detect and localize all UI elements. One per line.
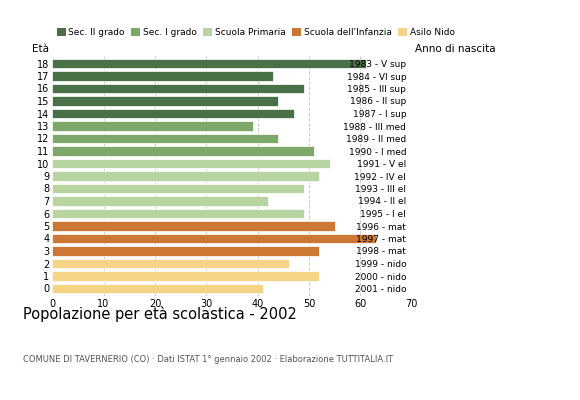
Bar	[52, 159, 329, 168]
Bar	[52, 221, 335, 231]
Bar	[52, 246, 320, 256]
Text: Popolazione per età scolastica - 2002: Popolazione per età scolastica - 2002	[23, 306, 297, 322]
Bar	[52, 234, 376, 243]
Bar	[52, 84, 304, 93]
Bar	[52, 271, 320, 281]
Bar	[52, 284, 263, 293]
Bar	[52, 196, 268, 206]
Text: Anno di nascita: Anno di nascita	[415, 44, 496, 54]
Bar	[52, 171, 320, 181]
Text: Età: Età	[31, 44, 49, 54]
Bar	[52, 134, 278, 143]
Bar	[52, 109, 293, 118]
Bar	[52, 121, 252, 131]
Legend: Sec. II grado, Sec. I grado, Scuola Primaria, Scuola dell'Infanzia, Asilo Nido: Sec. II grado, Sec. I grado, Scuola Prim…	[57, 28, 455, 37]
Bar	[52, 209, 304, 218]
Bar	[52, 59, 365, 68]
Bar	[52, 146, 314, 156]
Bar	[52, 184, 304, 193]
Text: COMUNE DI TAVERNERIO (CO) · Dati ISTAT 1° gennaio 2002 · Elaborazione TUTTITALIA: COMUNE DI TAVERNERIO (CO) · Dati ISTAT 1…	[23, 355, 393, 364]
Bar	[52, 259, 288, 268]
Bar	[52, 71, 273, 81]
Bar	[52, 96, 278, 106]
